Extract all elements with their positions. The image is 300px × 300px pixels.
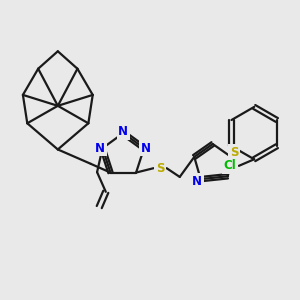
Text: S: S (230, 146, 239, 159)
Text: Cl: Cl (224, 159, 237, 172)
Text: N: N (141, 142, 151, 155)
Text: N: N (118, 125, 128, 139)
Text: S: S (156, 162, 164, 175)
Text: N: N (95, 142, 105, 155)
Text: N: N (192, 175, 203, 188)
